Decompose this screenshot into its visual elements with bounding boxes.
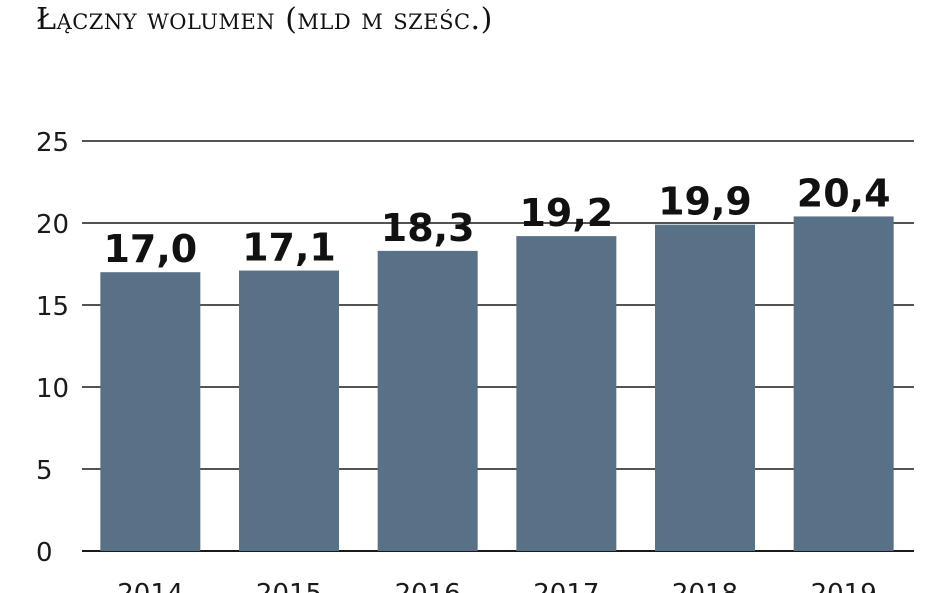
y-tick-label: 15 xyxy=(36,292,69,322)
data-labels: 17,0 17,1 18,3 19,2 19,9 20,4 xyxy=(103,171,890,271)
chart-title: Łączny wolumen (mld m sześc.) xyxy=(36,2,493,37)
data-label-2018: 19,9 xyxy=(658,180,752,224)
y-tick-label: 20 xyxy=(36,210,69,240)
data-label-2017: 19,2 xyxy=(519,191,613,235)
gridlines xyxy=(82,140,914,552)
x-tick-label: 2019 xyxy=(811,579,877,593)
bar-2019 xyxy=(793,216,894,551)
bar-2017 xyxy=(516,236,617,551)
data-label-2019: 20,4 xyxy=(797,171,891,215)
bars xyxy=(100,216,894,551)
x-axis-ticks: 2014 2015 2016 2017 2018 2019 xyxy=(117,579,877,593)
x-tick-label: 2016 xyxy=(395,579,461,593)
y-tick-label: 25 xyxy=(36,128,69,158)
data-label-2016: 18,3 xyxy=(381,206,475,250)
data-label-2015: 17,1 xyxy=(242,226,336,270)
y-tick-label: 0 xyxy=(36,538,53,568)
x-tick-label: 2018 xyxy=(672,579,738,593)
data-label-2014: 17,0 xyxy=(103,227,197,271)
bar-2014 xyxy=(100,272,201,551)
y-tick-label: 10 xyxy=(36,374,69,404)
bar-2016 xyxy=(377,250,478,551)
x-tick-label: 2014 xyxy=(117,579,183,593)
y-tick-label: 5 xyxy=(36,456,53,486)
y-axis-ticks: 0 5 10 15 20 25 xyxy=(36,128,69,568)
bar-2018 xyxy=(655,224,755,551)
bar-2015 xyxy=(239,270,339,551)
x-tick-label: 2015 xyxy=(256,579,322,593)
x-tick-label: 2017 xyxy=(533,579,599,593)
